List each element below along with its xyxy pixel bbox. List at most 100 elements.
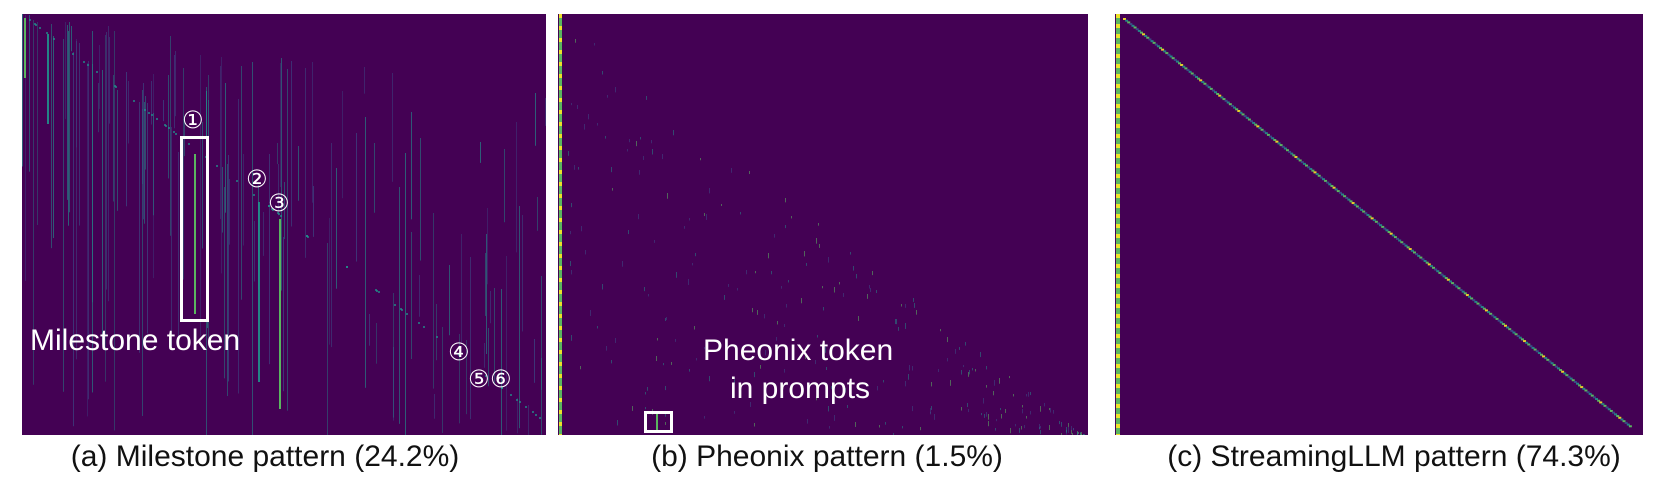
attention-dot — [746, 270, 747, 275]
attention-dot — [817, 388, 818, 392]
attention-dot — [585, 250, 586, 255]
diagonal-cell — [1315, 173, 1319, 176]
diagonal-cell — [1535, 350, 1539, 353]
attention-dot — [151, 114, 153, 116]
attention-streak — [420, 138, 421, 261]
attention-streak — [67, 25, 68, 200]
attention-streak — [442, 327, 443, 433]
attention-dot — [590, 310, 591, 316]
attention-dot — [612, 188, 613, 191]
pheonix-streak — [656, 412, 658, 432]
attention-dot — [87, 64, 89, 66]
sink-highlight — [1116, 84, 1120, 88]
sink-highlight — [559, 374, 562, 378]
attention-dot — [400, 308, 402, 310]
sink-highlight — [559, 26, 562, 30]
attention-streak — [545, 98, 546, 126]
diagonal-cell — [1154, 43, 1158, 46]
diagonal-cell — [1271, 137, 1275, 140]
sink-highlight — [1116, 384, 1120, 388]
attention-dot — [1061, 422, 1062, 427]
diagonal-cell — [1211, 89, 1215, 92]
diagonal-cell — [1192, 74, 1196, 77]
sink-highlight — [559, 50, 562, 54]
attention-dot — [1040, 406, 1041, 412]
attention-dot — [571, 270, 572, 275]
sink-highlight — [559, 314, 562, 318]
sink-highlight — [559, 14, 562, 18]
attention-dot — [916, 310, 917, 315]
diagonal-cell — [1620, 418, 1624, 421]
diagonal-cell — [1438, 271, 1442, 274]
attention-dot — [931, 382, 932, 387]
diagonal-cell — [1624, 421, 1628, 424]
attention-dot — [755, 271, 756, 274]
attention-dot — [665, 318, 666, 321]
attention-dot — [1066, 430, 1067, 433]
diagonal-cell — [1480, 306, 1484, 309]
attention-dot — [834, 415, 835, 421]
diagonal-cell — [1264, 132, 1268, 135]
attention-dot — [216, 165, 218, 167]
attention-dot — [1049, 425, 1050, 431]
attention-streak — [68, 31, 69, 226]
sink-highlight — [1116, 224, 1120, 228]
attention-dot — [825, 347, 826, 353]
attention-dot — [975, 369, 976, 372]
attention-dot — [575, 39, 576, 43]
attention-streak — [170, 36, 171, 236]
sink-highlight — [559, 170, 562, 174]
attention-dot — [574, 165, 575, 170]
attention-dot — [843, 293, 844, 297]
attention-streak — [342, 91, 343, 199]
attention-streak — [374, 143, 375, 213]
attention-streak — [392, 73, 393, 182]
diagonal-cell — [1408, 248, 1412, 251]
diagonal-cell — [1319, 176, 1323, 179]
attention-streak — [494, 288, 495, 384]
attention-streak — [434, 394, 435, 419]
attention-dot — [740, 212, 741, 215]
attention-dot — [306, 235, 308, 237]
attention-dot — [876, 290, 877, 294]
attention-dot — [148, 112, 150, 114]
attention-dot — [828, 257, 829, 263]
diagonal-cell — [1497, 319, 1501, 322]
attention-dot — [615, 338, 616, 343]
attention-streak — [490, 291, 491, 324]
diagonal-cell — [1201, 81, 1205, 84]
diagonal-cell — [1197, 77, 1201, 80]
attention-dot — [879, 425, 880, 428]
attention-streak — [109, 37, 110, 124]
sink-highlight — [559, 206, 562, 210]
diagonal-cell — [1158, 46, 1162, 49]
attention-streak — [229, 179, 230, 245]
attention-dot — [615, 87, 616, 93]
attention-dot — [961, 370, 962, 375]
diagonal-cell — [1243, 115, 1247, 118]
attention-dot — [704, 416, 705, 419]
diagonal-cell — [1571, 379, 1575, 382]
milestone-highlight-box — [180, 136, 209, 322]
diagonal-cell — [1163, 50, 1167, 53]
diagonal-cell — [1338, 191, 1342, 194]
attention-dot — [737, 288, 738, 291]
attention-streak — [287, 69, 288, 411]
attention-streak — [227, 164, 228, 397]
diagonal-cell — [1133, 26, 1137, 29]
sink-highlight — [1116, 254, 1120, 258]
attention-dot — [665, 422, 666, 425]
attention-dot — [645, 407, 646, 410]
attention-streak — [517, 398, 518, 434]
diagonal-cell — [1421, 258, 1425, 261]
diagonal-cell — [1152, 41, 1156, 44]
diagonal-cell — [1499, 321, 1503, 324]
diagonal-cell — [1305, 164, 1309, 167]
attention-dot — [1068, 423, 1069, 427]
attention-streak — [151, 81, 152, 125]
attention-streak — [144, 102, 145, 224]
attention-dot — [622, 261, 623, 267]
diagonal-cell — [1180, 64, 1184, 67]
attention-dot — [268, 205, 270, 207]
attention-dot — [847, 405, 848, 409]
